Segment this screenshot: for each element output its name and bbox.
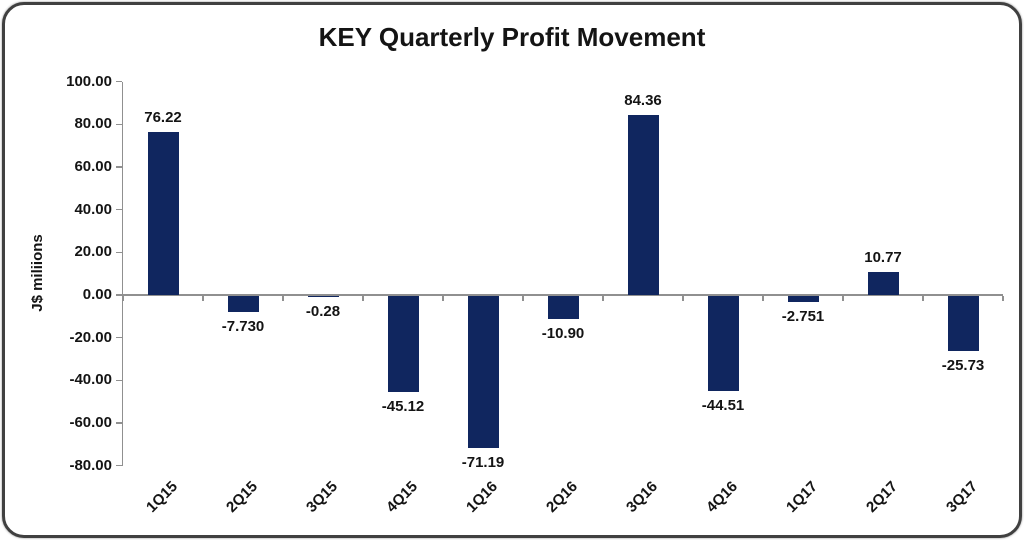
y-tick-mark [115,166,122,168]
x-tick-mark [202,296,204,301]
bar-value-label: -7.730 [221,318,265,336]
chart-title: KEY Quarterly Profit Movement [318,22,706,52]
x-tick-mark [522,296,524,301]
x-category-label: 3Q15 [303,478,342,516]
x-tick-mark [282,296,284,301]
x-category-label: 2Q16 [543,478,582,516]
x-category-label: 1Q17 [783,478,822,516]
bar [467,296,499,448]
y-tick-label: 60.00 [74,158,112,175]
y-tick-label: 80.00 [74,115,112,133]
x-tick-mark [922,296,924,301]
x-category-label: 1Q16 [463,478,502,516]
y-axis-line [121,81,123,466]
bar-value-label: 84.36 [624,92,662,110]
bar [227,296,259,313]
bar-value-label: 76.22 [144,109,182,127]
bar [787,296,819,302]
bar [387,296,419,393]
x-category-label: 2Q15 [223,478,262,516]
x-tick-mark [682,296,684,301]
x-tick-mark [842,296,844,301]
bar [867,272,899,295]
x-tick-mark [122,296,124,301]
x-tick-mark [442,296,444,301]
bar-value-label: 10.77 [864,249,902,267]
y-tick-mark [115,464,122,467]
bar-value-label: -2.751 [781,307,825,325]
x-category-label: 3Q17 [943,478,982,516]
bar-value-label: -25.73 [941,356,985,374]
y-tick-label: -60.00 [69,414,112,431]
x-category-label: 3Q16 [623,478,662,516]
x-axis-line [123,294,1003,296]
x-category-label: 2Q17 [863,478,902,516]
y-tick-mark [115,80,122,83]
x-tick-mark [362,296,364,301]
bar [547,296,579,320]
bar [307,296,339,297]
bar-value-label: -71.19 [461,453,505,471]
y-tick-mark [115,123,122,126]
y-tick-label: -20.00 [69,328,112,346]
x-tick-mark [602,296,604,301]
x-tick-mark [1002,296,1004,301]
bar-value-label: -44.51 [701,396,745,414]
bar-value-label: -10.90 [541,325,585,343]
y-tick-label: 40.00 [74,200,112,218]
bar-value-label: -0.28 [305,302,341,320]
bar [947,296,979,351]
bar [627,115,659,295]
y-tick-label: -80.00 [69,456,112,474]
y-tick-label: -40.00 [69,371,112,389]
y-tick-label: 0.00 [82,286,112,303]
x-category-label: 1Q15 [143,478,182,516]
y-tick-mark [115,422,122,424]
y-tick-mark [115,336,122,339]
y-tick-mark [115,251,122,254]
y-tick-mark [115,208,122,211]
x-tick-mark [762,296,764,301]
x-category-label: 4Q16 [703,478,742,516]
y-tick-mark [115,379,122,382]
y-tick-label: 20.00 [74,243,112,261]
bar [147,132,179,295]
y-tick-label: 100.00 [66,72,112,90]
y-tick-mark [115,294,122,296]
x-category-label: 4Q15 [383,478,422,516]
bar-value-label: -45.12 [381,398,425,416]
bar [707,296,739,391]
